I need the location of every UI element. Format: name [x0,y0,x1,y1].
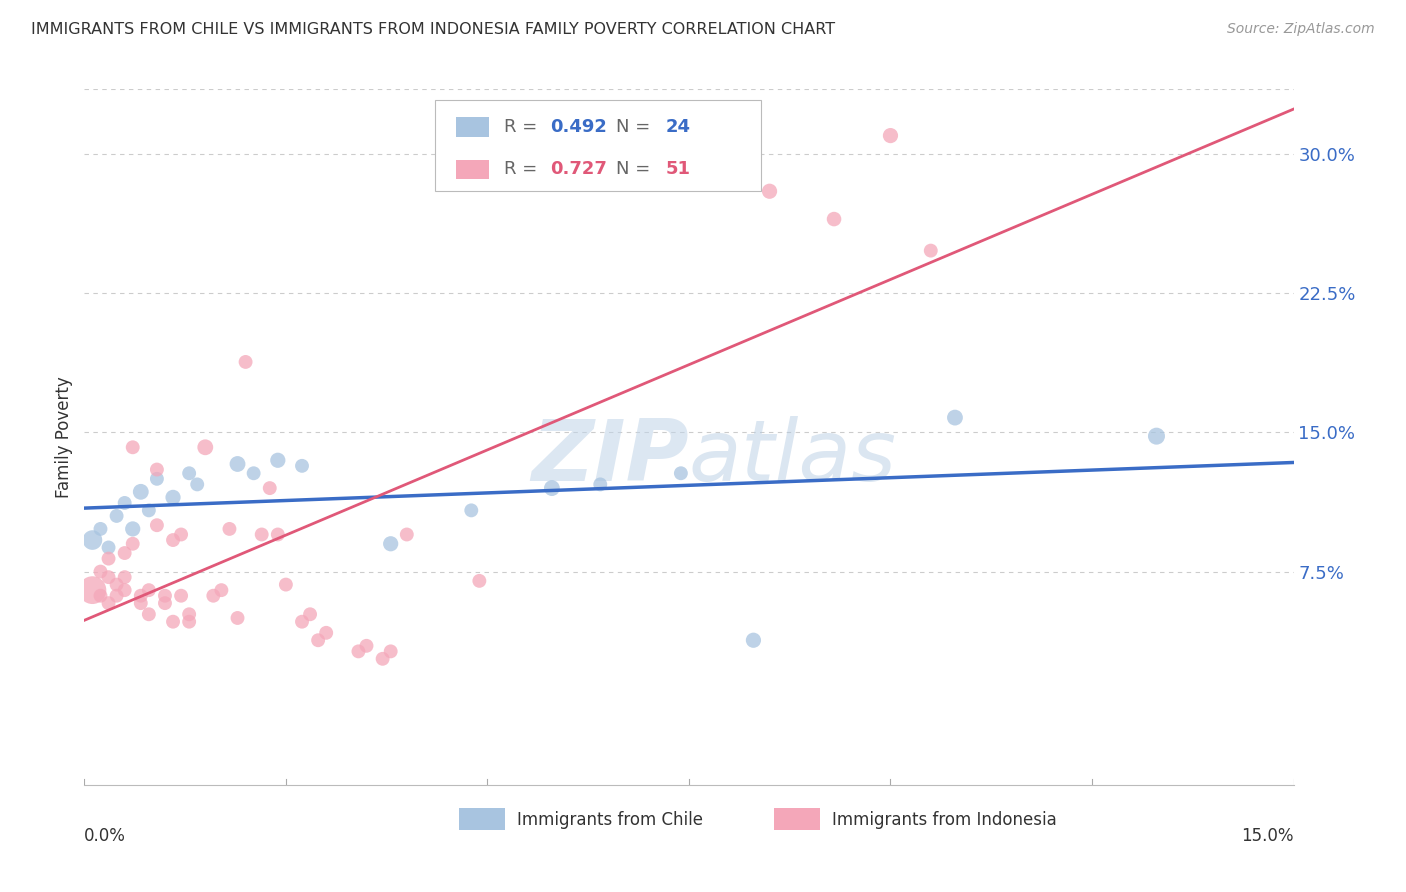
Point [97,570,120,584]
Point [121,537,143,551]
Point [943,410,966,425]
Point [114,496,136,510]
Point [153,596,176,610]
Point [460,503,482,517]
Point [129,589,152,603]
Point [97,551,120,566]
Point [758,184,780,198]
Text: R =: R = [503,118,543,136]
Point [920,244,942,258]
Point [259,481,281,495]
Point [235,355,257,369]
Point [669,467,692,481]
Point [105,577,128,591]
Point [380,537,402,551]
Text: Immigrants from Chile: Immigrants from Chile [517,811,703,829]
Text: Immigrants from Indonesia: Immigrants from Indonesia [831,811,1056,829]
Point [589,477,612,491]
Bar [773,808,820,830]
Text: 24: 24 [666,118,690,136]
Point [371,652,394,666]
Point [186,477,208,491]
Point [170,589,193,603]
Point [291,615,314,629]
Point [468,574,491,588]
Point [179,467,201,481]
Point [315,625,337,640]
Point [1146,429,1168,443]
Point [121,440,143,454]
Text: IMMIGRANTS FROM CHILE VS IMMIGRANTS FROM INDONESIA FAMILY POVERTY CORRELATION CH: IMMIGRANTS FROM CHILE VS IMMIGRANTS FROM… [31,22,835,37]
Point [226,611,249,625]
Point [129,596,152,610]
Bar [456,117,489,136]
Point [823,212,845,227]
Point [347,644,370,658]
Text: N =: N = [616,161,657,178]
Point [299,607,322,622]
Point [153,589,176,603]
FancyBboxPatch shape [434,100,762,192]
Point [179,607,201,622]
Point [146,472,169,486]
Point [82,533,104,547]
Point [267,527,290,541]
Point [97,596,120,610]
Point [170,527,193,541]
Point [129,484,152,499]
Text: Source: ZipAtlas.com: Source: ZipAtlas.com [1227,22,1375,37]
Text: R =: R = [503,161,543,178]
Point [250,527,273,541]
Point [114,546,136,560]
Point [89,565,111,579]
Point [138,503,160,517]
Text: 0.727: 0.727 [550,161,607,178]
Point [307,633,329,648]
Point [380,644,402,658]
Bar [460,808,505,830]
Point [179,615,201,629]
Point [146,462,169,476]
Point [879,128,901,143]
Point [218,522,240,536]
Text: 0.492: 0.492 [550,118,607,136]
Point [89,589,111,603]
Text: ZIP: ZIP [531,417,689,500]
Text: 0.0%: 0.0% [84,827,127,845]
Point [194,440,217,454]
Point [356,639,378,653]
Point [114,583,136,598]
Bar [456,160,489,179]
Point [267,453,290,467]
Point [114,570,136,584]
Point [202,589,225,603]
Point [121,522,143,536]
Point [162,533,184,547]
Point [242,467,264,481]
Point [209,583,232,598]
Point [105,589,128,603]
Point [162,491,184,505]
Point [138,583,160,598]
Point [146,518,169,533]
Point [162,615,184,629]
Point [105,508,128,523]
Point [226,457,249,471]
Point [291,458,314,473]
Text: atlas: atlas [689,417,897,500]
Text: N =: N = [616,118,657,136]
Y-axis label: Family Poverty: Family Poverty [55,376,73,498]
Text: 51: 51 [666,161,690,178]
Text: 15.0%: 15.0% [1241,827,1294,845]
Point [138,607,160,622]
Point [395,527,418,541]
Point [97,541,120,555]
Point [541,481,564,495]
Point [274,577,297,591]
Point [89,522,111,536]
Point [82,583,104,598]
Point [742,633,765,648]
